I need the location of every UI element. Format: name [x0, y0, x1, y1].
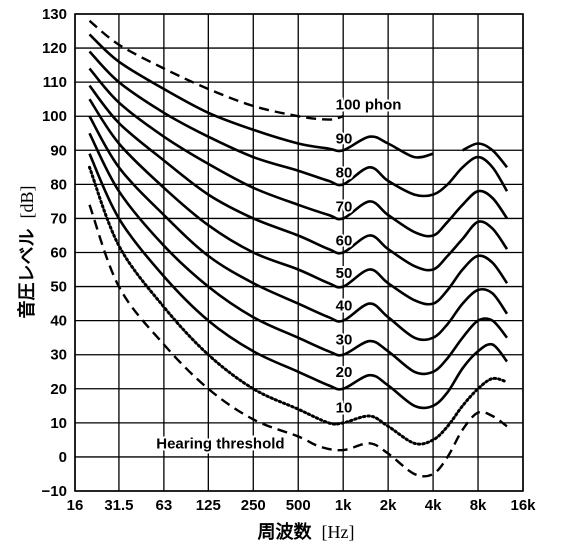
x-axis-title-unit: [Hz]: [322, 522, 355, 542]
curve-label: 70: [336, 199, 353, 216]
series-line: [88, 98, 509, 306]
x-tick-label: 500: [286, 497, 311, 514]
x-tick-label: 4k: [425, 497, 442, 514]
curve-label: 30: [336, 331, 353, 348]
y-axis-title: 音圧レベル [dB]: [16, 186, 38, 319]
x-axis-title-jp: 周波数: [258, 521, 313, 543]
curve-label: 90: [336, 130, 353, 147]
plot-frame: [74, 13, 524, 492]
curve-label: 50: [336, 265, 353, 282]
curve-label: 80: [336, 165, 353, 182]
series-line: [462, 142, 509, 169]
series-line: [88, 67, 509, 238]
curves: [88, 19, 509, 478]
curve-label: 100 phon: [336, 96, 402, 113]
y-tick-label: 50: [50, 279, 67, 296]
y-tick-label: 130: [42, 6, 67, 23]
curve-label: Hearing threshold: [156, 435, 284, 452]
y-axis-title-jp: 音圧レベル: [16, 229, 38, 319]
series-line: [88, 153, 509, 410]
x-tick-label: 2k: [380, 497, 397, 514]
y-tick-label: 30: [50, 347, 67, 364]
y-tick-label: 90: [50, 142, 67, 159]
x-axis-title: 周波数 [Hz]: [258, 521, 355, 543]
x-tick-label: 16k: [510, 497, 536, 514]
curve-label: 40: [336, 297, 353, 314]
y-tick-label: 10: [50, 415, 67, 432]
y-ticks: −10 0 10 20 30 40 50 60 70 80 90 100 110 120 130: [42, 6, 67, 500]
series-line: [88, 19, 344, 121]
curve-label: 60: [336, 233, 353, 250]
x-tick-label: 1k: [335, 497, 352, 514]
curve-labels: 100 phon 90 80 70 60 50 40 30 20 10 Hearing thresh…: [154, 94, 403, 454]
y-tick-label: 0: [59, 449, 67, 466]
x-tick-label: 16: [67, 497, 84, 514]
series-line: [88, 165, 509, 446]
y-tick-label: 120: [42, 40, 67, 57]
curve-label: 20: [336, 364, 353, 381]
series-line: [88, 50, 509, 198]
series-line: [88, 84, 509, 272]
x-tick-label: 125: [196, 497, 221, 514]
x-tick-label: 8k: [470, 497, 487, 514]
y-tick-label: 20: [50, 381, 67, 398]
y-tick-label: 40: [50, 313, 67, 330]
y-tick-label: 80: [50, 176, 67, 193]
x-ticks: 16 31.5 63 125 250 500 1k 2k 4k 8k 16k: [67, 497, 537, 514]
series-line: [88, 204, 508, 478]
series-line: [88, 132, 509, 376]
x-tick-label: 250: [241, 497, 266, 514]
y-tick-label: 70: [50, 210, 67, 227]
y-tick-label: 60: [50, 245, 67, 262]
x-tick-label: 63: [156, 497, 173, 514]
series-line: [88, 33, 434, 159]
y-tick-label: 100: [42, 108, 67, 125]
curve-label: 10: [336, 400, 353, 417]
x-tick-label: 31.5: [104, 497, 133, 514]
y-axis-title-unit: [dB]: [17, 186, 37, 219]
plot-border: [74, 13, 524, 492]
series-line: [88, 115, 509, 342]
y-tick-label: −10: [42, 483, 67, 500]
y-tick-label: 110: [43, 74, 67, 91]
